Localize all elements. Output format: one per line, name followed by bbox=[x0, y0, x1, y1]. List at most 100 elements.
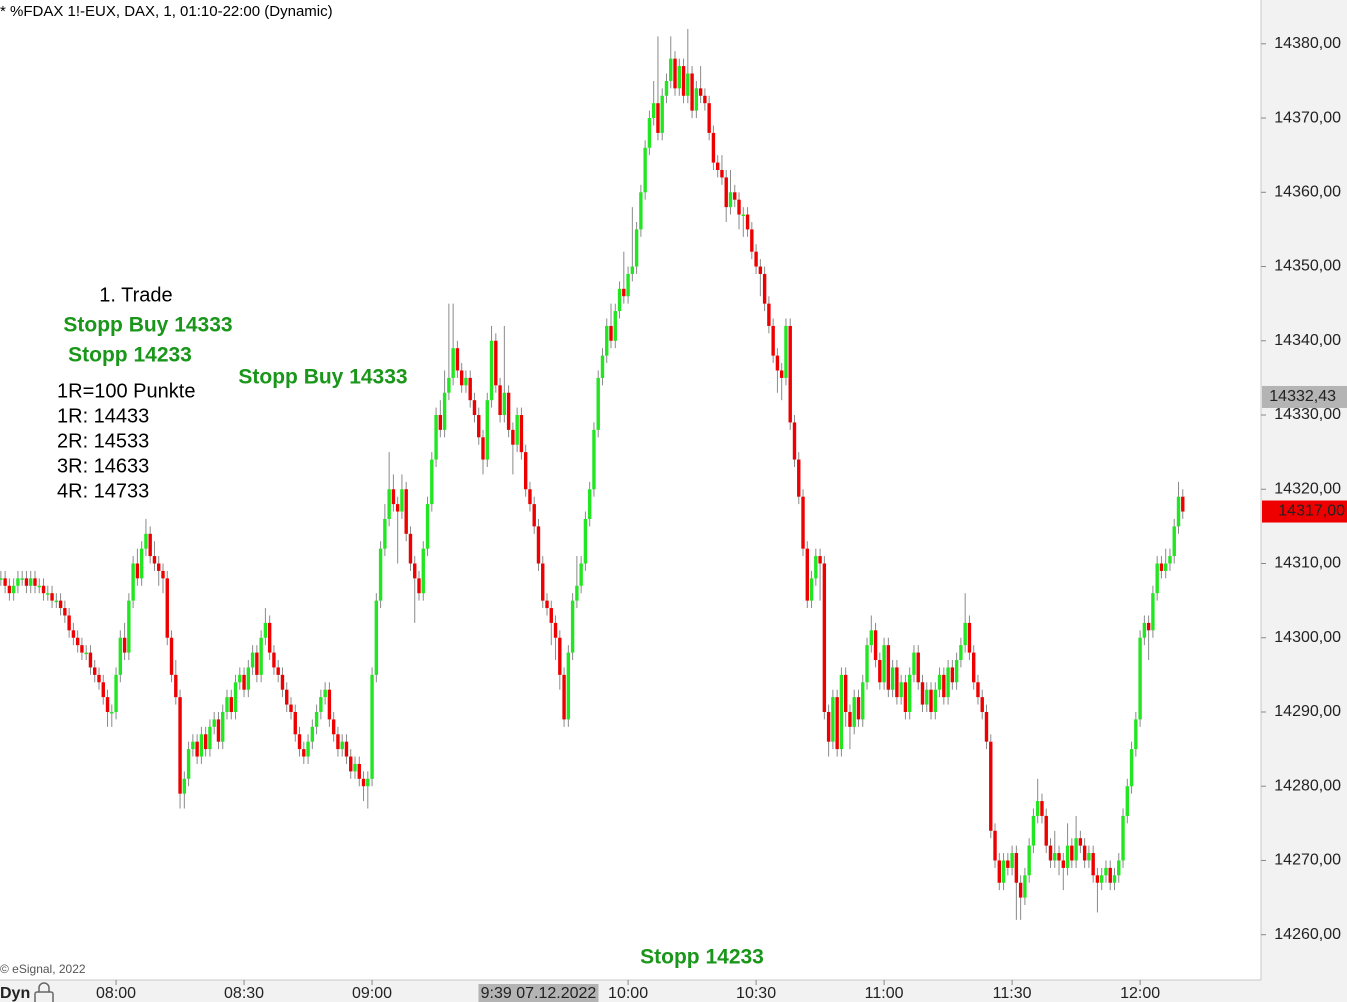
candle-body bbox=[71, 630, 76, 638]
x-tick-label: 08:00 bbox=[96, 985, 136, 1002]
candle-body bbox=[651, 103, 656, 119]
candle-body bbox=[1125, 786, 1130, 816]
candle-body bbox=[758, 266, 763, 274]
candle-body bbox=[186, 749, 191, 779]
candle-body bbox=[1100, 875, 1104, 883]
candle-body bbox=[259, 637, 263, 675]
candle-body bbox=[110, 711, 114, 714]
candle-body bbox=[263, 622, 268, 638]
candle-body bbox=[255, 652, 259, 675]
candle-body bbox=[169, 637, 174, 675]
candle-body bbox=[413, 563, 417, 579]
y-tick-label: 14320,00 bbox=[1274, 480, 1341, 497]
candle-body bbox=[792, 422, 797, 460]
candle-body bbox=[306, 741, 310, 757]
y-tick-label: 14360,00 bbox=[1274, 184, 1341, 201]
candle-body bbox=[690, 73, 694, 111]
y-tick-label: 14340,00 bbox=[1274, 332, 1341, 349]
candle-body bbox=[767, 303, 771, 326]
y-tick-label: 14280,00 bbox=[1274, 777, 1341, 794]
candle-body bbox=[737, 199, 741, 215]
candle-body bbox=[340, 741, 344, 750]
candle-body bbox=[745, 214, 750, 230]
candle-body bbox=[178, 697, 182, 794]
candle-body bbox=[174, 674, 178, 698]
candle-body bbox=[954, 660, 959, 683]
candle-body bbox=[549, 608, 553, 623]
candle-body bbox=[1044, 815, 1048, 846]
lock-icon[interactable] bbox=[34, 982, 54, 1002]
candle-body bbox=[775, 355, 780, 371]
chart-title: * %FDAX 1!-EUX, DAX, 1, 01:10-22:00 (Dyn… bbox=[0, 3, 333, 20]
candle-body bbox=[558, 637, 562, 675]
candle-body bbox=[724, 177, 728, 208]
candle-body bbox=[762, 273, 767, 304]
candle-body bbox=[1134, 719, 1138, 750]
candle-body bbox=[455, 348, 460, 371]
candle-body bbox=[890, 667, 895, 690]
candle-body bbox=[216, 719, 221, 742]
candle-body bbox=[1155, 563, 1159, 594]
candle-body bbox=[916, 652, 920, 683]
candle-body bbox=[233, 682, 238, 712]
candle-body bbox=[523, 452, 528, 490]
candle-body bbox=[374, 600, 379, 675]
candle-body bbox=[720, 170, 724, 178]
candle-body bbox=[1146, 622, 1151, 631]
candle-body bbox=[139, 548, 144, 579]
candle-body bbox=[967, 622, 972, 653]
candle-body bbox=[203, 734, 208, 750]
candle-body bbox=[447, 377, 451, 393]
candle-body bbox=[933, 689, 937, 712]
candle-body bbox=[1082, 845, 1087, 861]
x-tick-label: 09:00 bbox=[352, 985, 392, 1002]
candle-body bbox=[314, 711, 319, 727]
candle-body bbox=[378, 548, 383, 601]
candle-body bbox=[950, 667, 955, 683]
candle-body bbox=[1023, 875, 1027, 898]
candle-body bbox=[11, 585, 16, 594]
candle-body bbox=[989, 741, 993, 831]
candle-body bbox=[1061, 860, 1065, 868]
annotation: Stopp 14233 bbox=[640, 946, 764, 969]
copyright: © eSignal, 2022 bbox=[0, 962, 86, 976]
candle-body bbox=[1010, 853, 1014, 868]
candle-body bbox=[481, 437, 485, 460]
candle-body bbox=[182, 778, 187, 794]
candle-body bbox=[907, 674, 912, 712]
candle-body bbox=[976, 682, 980, 698]
candle-body bbox=[229, 697, 233, 712]
candle-body bbox=[882, 645, 886, 683]
annotation: 3R: 14633 bbox=[57, 455, 149, 477]
annotation: 1. Trade bbox=[99, 284, 172, 306]
candle-body bbox=[925, 689, 929, 705]
candle-body bbox=[272, 652, 276, 668]
candle-body bbox=[50, 593, 54, 601]
candle-body bbox=[238, 674, 242, 683]
candle-body bbox=[1172, 526, 1176, 557]
candle-body bbox=[843, 674, 848, 712]
candle-body bbox=[1027, 845, 1031, 876]
candle-body bbox=[1006, 860, 1010, 868]
candle-body bbox=[250, 652, 255, 668]
candle-body bbox=[344, 741, 349, 757]
candle-body bbox=[1121, 815, 1125, 861]
candle-body bbox=[971, 652, 976, 683]
candle-body bbox=[617, 288, 622, 312]
candle-body bbox=[831, 697, 835, 742]
candle-body bbox=[865, 645, 869, 683]
candle-body bbox=[711, 132, 716, 163]
candle-body bbox=[1159, 563, 1164, 571]
candle-body bbox=[502, 392, 507, 416]
y-tick-label: 14300,00 bbox=[1274, 629, 1341, 646]
candle-body bbox=[16, 578, 20, 586]
candle-body bbox=[835, 697, 839, 750]
x-tick-label: 12:00 bbox=[1120, 985, 1160, 1002]
candle-body bbox=[464, 377, 468, 386]
candle-body bbox=[1138, 637, 1142, 720]
annotation: 2R: 14533 bbox=[57, 430, 149, 452]
candle-body bbox=[63, 608, 67, 616]
candle-body bbox=[323, 689, 327, 698]
candle-body bbox=[814, 556, 818, 579]
candle-body bbox=[575, 585, 579, 601]
